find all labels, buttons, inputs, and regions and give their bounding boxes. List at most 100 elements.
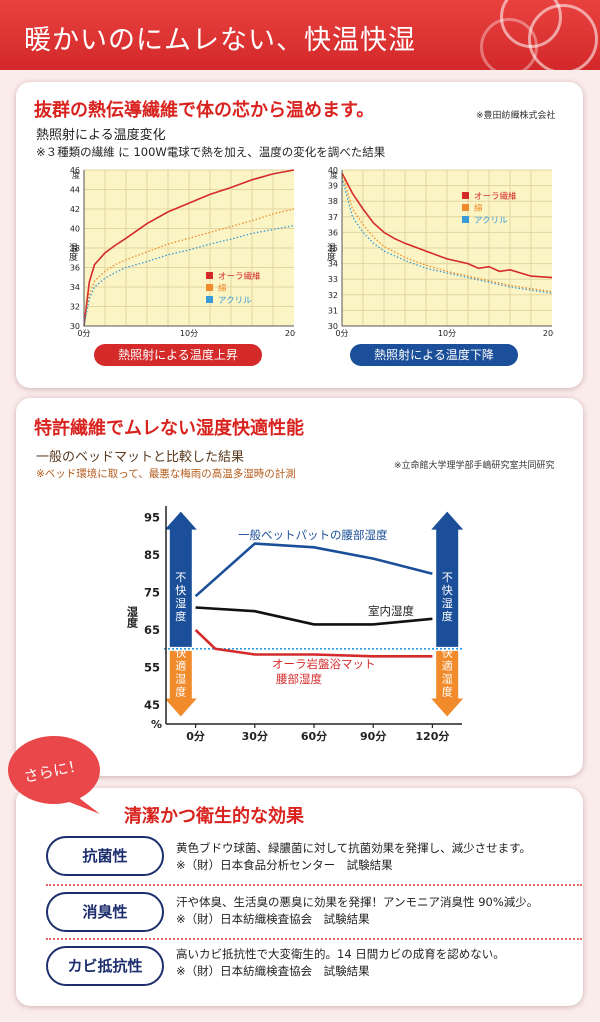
effect-deodorant: 汗や体臭、生活臭の悪臭に効果を発揮！アンモニア消臭性 90%減少。 ※（財）日本… (176, 894, 538, 928)
arrow-label-char: 不 (442, 571, 453, 584)
series-line-room (195, 606, 433, 626)
legend-label: 綿 (474, 203, 483, 214)
x-tick-label: 0分 (186, 729, 205, 743)
section2-source-note: ※立命館大学理学部手嶋研究室共同研究 (394, 461, 555, 471)
comfort-arrow (431, 650, 464, 717)
x-tick-label: 0分 (77, 329, 90, 338)
chart-temperature-fall: 30 31 32 33 34 35 36 37 38 39 0分 10分 20分 40 温度 度 オーラ繊… (325, 166, 554, 338)
axes: 45 55 65 75 85 95 0分 30分 60分 90分 120分 (144, 506, 462, 743)
y-unit-label: 度 (330, 170, 338, 180)
label-line: 腰部湿度 (276, 672, 322, 686)
caption-temperature-rise: 熱照射による温度上昇 (94, 344, 262, 366)
humidity-panel: 特許繊維でムレない湿度快適性能 一般のベッドマットと比較した結果 ※立命館大学理… (16, 398, 583, 776)
effect-note: ※（財）日本紡織検査協会 試験結果 (176, 964, 370, 978)
y-tick-label: 31 (328, 306, 338, 315)
x-tick-label: 120分 (415, 729, 449, 743)
section1-heading: 抜群の熱伝導繊維で体の芯から温めます。 (34, 100, 375, 121)
arrow-label-char: 適 (175, 658, 186, 672)
y-tick-label: 30 (70, 322, 80, 331)
x-tick-label: 0分 (335, 329, 348, 338)
section1-source-note: ※豊田紡織株式会社 (476, 111, 556, 121)
section3-heading: 清潔かつ衛生的な効果 (124, 806, 304, 827)
series-lines (341, 172, 553, 294)
y-tick-label: 34 (328, 260, 338, 269)
effect-mold-resistance: 高いカビ抵抗性で大変衛生的。14 日間カビの成育を認めない。 ※（財）日本紡織検… (176, 946, 505, 980)
discomfort-arrow (164, 511, 197, 647)
x-tick-label: 90分 (360, 729, 386, 743)
series-line-aura (341, 172, 553, 279)
arrow-label-char: 度 (175, 684, 186, 698)
y-tick-label: 30 (328, 322, 338, 331)
legend-swatch (206, 284, 213, 291)
decorative-ring (528, 4, 598, 70)
x-tick-label: 60分 (301, 729, 327, 743)
section1-description: ※３種類の繊維 に 100W電球で熱を加え、温度の変化を調べた結果 (36, 145, 386, 159)
arrow-label-char: 不 (175, 571, 186, 584)
section2-heading: 特許繊維でムレない湿度快適性能 (34, 418, 304, 439)
effect-antibacterial: 黄色ブドウ球菌、緑膿菌に対して抗菌効果を発揮し、減少させます。 ※（財）日本食品… (176, 840, 531, 874)
x-tick-label: 20分 (543, 329, 554, 338)
y-unit-label: % (151, 718, 162, 731)
y-tick-label: 75 (144, 585, 160, 599)
x-tick-label: 20分 (285, 329, 296, 338)
y-tick-label: 34 (70, 283, 80, 292)
y-unit-label: 度 (72, 170, 80, 180)
y-tick-label: 32 (328, 291, 338, 300)
y-tick-label: 44 (70, 186, 80, 195)
series-label-room: 室内湿度 (368, 604, 414, 618)
y-tick-label: 42 (70, 205, 80, 214)
header-banner: 暖かいのにムレない、快温快湿 (0, 0, 600, 70)
series-label-general-pad: 一般ベットパットの腰部湿度 (238, 528, 388, 542)
arrow-label-char: 適 (442, 658, 453, 672)
arrow-label-char: 湿 (442, 597, 453, 610)
y-tick-label: 40 (328, 166, 338, 175)
arrow-label-char: 湿 (175, 672, 186, 685)
badge-deodorant: 消臭性 (46, 892, 164, 932)
y-tick-label: 33 (328, 275, 338, 284)
arrow-label-char: 快 (442, 646, 453, 659)
speech-bubble: さらに！ (8, 736, 100, 814)
arrow-label-char: 快 (442, 584, 453, 597)
legend-swatch (462, 192, 469, 199)
section1-subtitle: 熱照射による温度変化 (36, 128, 166, 143)
series-label-aura-mat: オーラ岩盤浴マット腰部湿度 (272, 657, 376, 686)
y-tick-label: 46 (70, 166, 80, 175)
decorative-ring (480, 18, 538, 70)
label-line: オーラ岩盤浴マット (272, 657, 376, 671)
y-tick-label: 36 (70, 264, 80, 273)
effect-note: ※（財）日本紡織検査協会 試験結果 (176, 912, 370, 926)
y-tick-label: 35 (328, 244, 338, 253)
page-title: 暖かいのにムレない、快温快湿 (24, 25, 416, 56)
hygiene-panel: 清潔かつ衛生的な効果 抗菌性 黄色ブドウ球菌、緑膿菌に対して抗菌効果を発揮し、減… (16, 788, 583, 1006)
series-line-aura-mat (194, 629, 433, 658)
arrow-label-char: 快 (175, 584, 186, 597)
series-lines (194, 542, 433, 658)
legend-swatch (462, 204, 469, 211)
heat-conduction-panel: 抜群の熱伝導繊維で体の芯から温めます。 ※豊田紡織株式会社 熱照射による温度変化… (16, 82, 583, 388)
grid (342, 169, 552, 327)
effect-text: 汗や体臭、生活臭の悪臭に効果を発揮！アンモニア消臭性 90%減少。 (176, 895, 539, 909)
arrow-label-char: 度 (442, 684, 453, 698)
series-line-aura (83, 169, 295, 327)
legend-swatch (206, 296, 213, 303)
arrow-label-char: 湿 (175, 597, 186, 610)
legend-label: アクリル (218, 296, 252, 306)
series-line-acrylic (83, 224, 295, 327)
y-tick-label: 38 (328, 197, 338, 206)
effect-note: ※（財）日本食品分析センター 試験結果 (176, 858, 393, 872)
comfort-arrow (164, 650, 197, 717)
y-tick-label: 85 (144, 548, 160, 562)
legend-label: 綿 (218, 283, 227, 294)
legend-label: オーラ繊維 (474, 191, 517, 202)
bubble-tail (64, 794, 100, 814)
chart-temperature-rise: 30 32 34 36 38 40 42 44 0分 10分 20分 46 温度 度 オーラ繊維綿アク… (67, 166, 296, 338)
badge-mold-resistance: カビ抵抗性 (46, 946, 164, 986)
bubble-shape (8, 736, 100, 804)
divider (46, 938, 582, 940)
y-tick-label: 36 (328, 228, 338, 237)
series-line-cotton (341, 172, 553, 293)
y-axis-label: 温度 (325, 243, 336, 262)
